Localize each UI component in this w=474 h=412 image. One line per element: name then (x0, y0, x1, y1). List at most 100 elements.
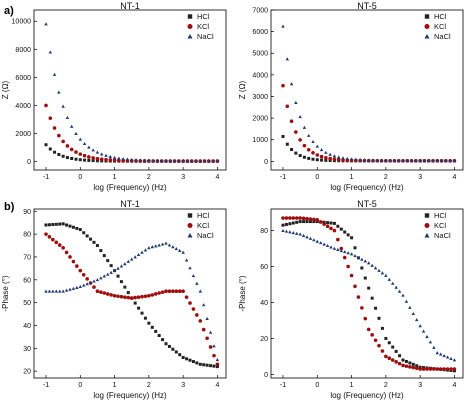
legend-marker (424, 33, 430, 39)
data-point (123, 285, 127, 289)
y-tick-label: 80 (23, 232, 31, 239)
data-point (75, 285, 79, 289)
data-point (401, 158, 405, 162)
data-point (215, 365, 219, 369)
data-point (207, 159, 211, 163)
y-tick-label: 3000 (252, 94, 268, 101)
x-axis-label: log (Frequency) (Hz) (330, 183, 404, 192)
data-point (362, 158, 367, 162)
data-point (306, 133, 311, 137)
data-point (47, 289, 52, 293)
data-point (215, 362, 220, 367)
data-point (288, 216, 292, 220)
data-point (140, 294, 144, 299)
data-point (133, 295, 137, 300)
data-point (387, 277, 392, 281)
data-point (325, 224, 330, 229)
data-point (44, 232, 48, 236)
data-point (57, 133, 61, 138)
data-point (174, 289, 179, 294)
y-tick-label: 5000 (252, 51, 268, 58)
data-point (126, 291, 130, 295)
data-point (418, 158, 422, 162)
data-point (47, 235, 52, 239)
x-tick-label: 0 (78, 382, 82, 389)
data-point (215, 358, 220, 362)
data-point (363, 259, 368, 263)
y-tick-label: 80 (260, 228, 268, 235)
data-point (291, 221, 295, 225)
data-point (140, 311, 144, 315)
data-point (360, 306, 364, 310)
data-point (61, 222, 65, 226)
legend-marker (187, 232, 193, 238)
data-point (342, 250, 347, 254)
data-point (452, 158, 457, 162)
data-point (281, 24, 285, 28)
data-point (85, 282, 89, 286)
data-point (95, 156, 100, 161)
data-point (408, 305, 412, 309)
data-point (405, 158, 410, 162)
data-point (161, 338, 165, 342)
legend-label: NaCl (434, 32, 451, 41)
data-point (298, 115, 302, 119)
data-point (89, 237, 93, 241)
data-point (281, 228, 285, 232)
data-point (78, 137, 83, 141)
data-point (414, 366, 419, 371)
data-point (202, 159, 207, 163)
data-point (325, 243, 330, 248)
data-point (291, 231, 296, 235)
data-point (212, 344, 216, 348)
series-nacl (281, 228, 457, 362)
data-point (312, 238, 316, 242)
data-point (116, 294, 120, 299)
data-point (432, 345, 436, 349)
data-point (167, 243, 172, 247)
data-point (444, 158, 448, 162)
data-point (339, 248, 344, 253)
data-point (61, 139, 65, 144)
data-point (354, 157, 358, 161)
data-point (70, 157, 74, 161)
data-point (332, 157, 337, 161)
data-point (164, 241, 168, 245)
data-point (164, 159, 168, 163)
data-point (342, 255, 347, 260)
y-axis-label: -Phase (°) (238, 275, 247, 311)
y-axis-label: Z (Ω) (1, 80, 10, 99)
data-point (167, 344, 171, 348)
series-kcl (44, 103, 220, 163)
data-point (328, 152, 332, 156)
x-tick-label: 2 (147, 174, 151, 181)
data-point (418, 324, 422, 328)
data-point (95, 244, 99, 248)
data-point (185, 357, 189, 361)
y-tick-label: 40 (260, 300, 268, 307)
data-point (78, 268, 83, 273)
legend-marker (424, 213, 430, 218)
data-point (194, 159, 198, 163)
data-point (142, 158, 147, 162)
data-point (171, 289, 175, 294)
data-point (147, 321, 151, 325)
data-point (134, 158, 138, 162)
data-point (366, 261, 371, 265)
data-point (99, 157, 104, 161)
data-point (61, 104, 65, 108)
data-point (312, 217, 316, 222)
data-point (289, 82, 294, 86)
data-point (44, 289, 48, 293)
data-point (102, 254, 106, 258)
data-point (136, 295, 141, 299)
data-point (318, 220, 323, 224)
data-point (57, 289, 62, 293)
data-point (384, 336, 388, 340)
data-point (112, 268, 117, 273)
chart-panel-2: NT-5 -1 0 1 2 3 4 0 1000 2000 3000 4000 5000 6000 7000… (238, 1, 464, 192)
data-point (198, 159, 203, 163)
data-point (78, 228, 82, 232)
data-point (411, 365, 416, 370)
